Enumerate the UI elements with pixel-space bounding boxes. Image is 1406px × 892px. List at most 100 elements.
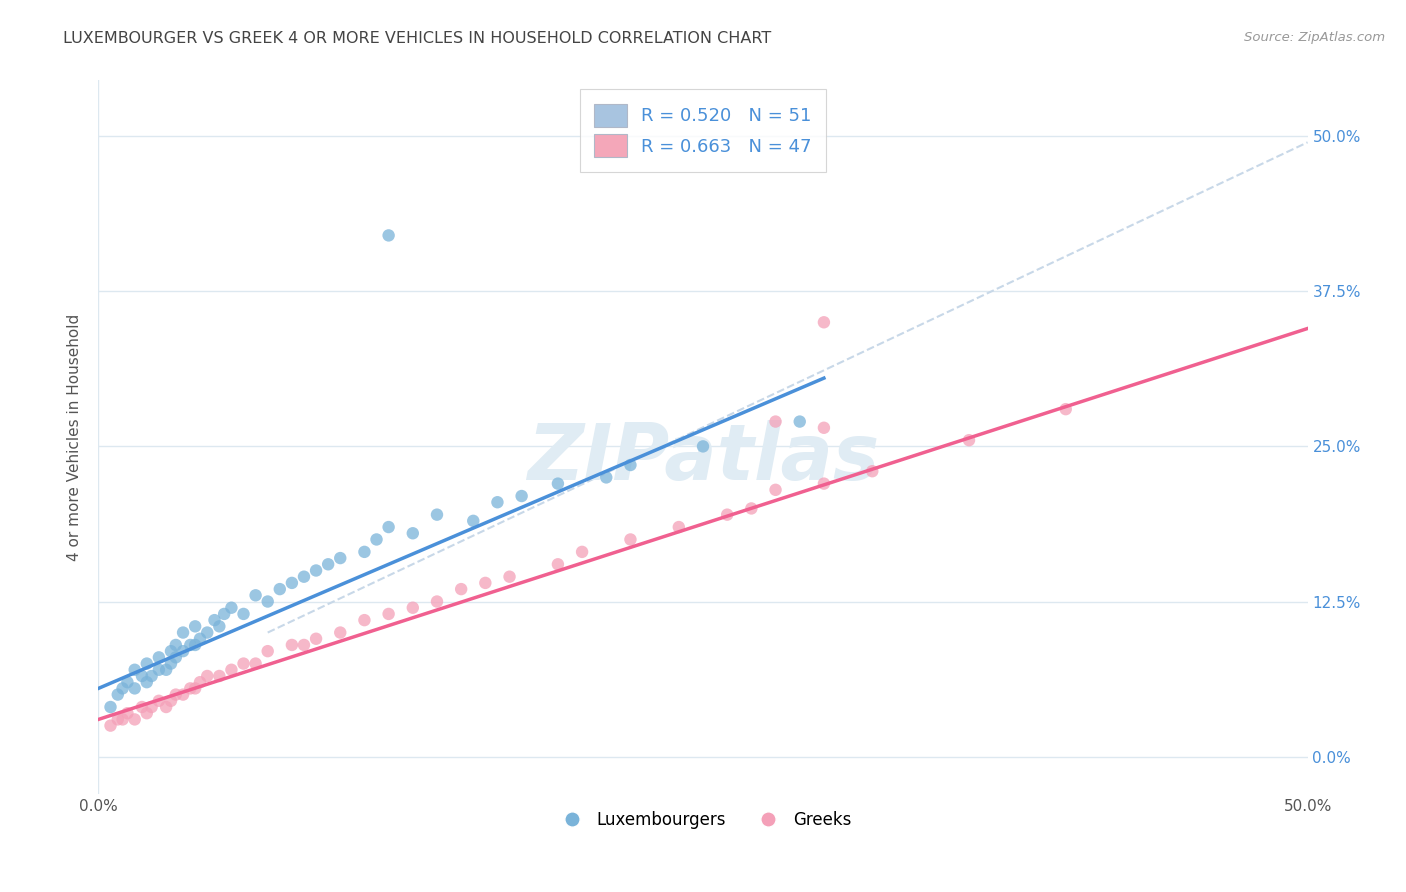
Point — [107, 688, 129, 702]
Point — [813, 315, 835, 329]
Point — [789, 415, 811, 429]
Point — [1054, 402, 1077, 417]
Point — [498, 570, 520, 584]
Point — [957, 433, 980, 447]
Text: ZIPatlas: ZIPatlas — [527, 420, 879, 497]
Point — [463, 514, 485, 528]
Point — [195, 669, 218, 683]
Point — [160, 657, 183, 671]
Point — [547, 558, 569, 572]
Point — [165, 638, 187, 652]
Point — [692, 439, 714, 453]
Point — [100, 718, 122, 732]
Point — [510, 489, 533, 503]
Point — [256, 644, 278, 658]
Point — [184, 681, 207, 696]
Point — [172, 625, 194, 640]
Point — [245, 657, 267, 671]
Point — [256, 594, 278, 608]
Point — [124, 663, 146, 677]
Point — [111, 681, 134, 696]
Point — [148, 694, 170, 708]
Point — [281, 575, 304, 590]
Point — [188, 675, 211, 690]
Point — [148, 663, 170, 677]
Point — [131, 700, 153, 714]
Point — [402, 526, 425, 541]
Point — [547, 476, 569, 491]
Point — [245, 588, 267, 602]
Y-axis label: 4 or more Vehicles in Household: 4 or more Vehicles in Household — [67, 313, 83, 561]
Point — [160, 694, 183, 708]
Point — [474, 575, 496, 590]
Point — [172, 688, 194, 702]
Point — [221, 663, 243, 677]
Point — [232, 607, 254, 621]
Point — [135, 675, 157, 690]
Point — [141, 700, 163, 714]
Point — [184, 638, 207, 652]
Point — [619, 458, 641, 472]
Point — [329, 551, 352, 566]
Point — [221, 600, 243, 615]
Point — [188, 632, 211, 646]
Point — [148, 650, 170, 665]
Point — [305, 564, 328, 578]
Point — [172, 644, 194, 658]
Point — [353, 613, 375, 627]
Point — [486, 495, 509, 509]
Point — [292, 638, 315, 652]
Point — [353, 545, 375, 559]
Text: Source: ZipAtlas.com: Source: ZipAtlas.com — [1244, 31, 1385, 45]
Point — [100, 700, 122, 714]
Point — [124, 681, 146, 696]
Point — [316, 558, 339, 572]
Point — [141, 669, 163, 683]
Point — [571, 545, 593, 559]
Point — [595, 470, 617, 484]
Point — [716, 508, 738, 522]
Point — [813, 421, 835, 435]
Point — [204, 613, 226, 627]
Point — [179, 681, 201, 696]
Point — [165, 650, 187, 665]
Point — [450, 582, 472, 596]
Point — [165, 688, 187, 702]
Point — [426, 594, 449, 608]
Point — [426, 508, 449, 522]
Point — [208, 669, 231, 683]
Point — [329, 625, 352, 640]
Point — [377, 607, 399, 621]
Text: LUXEMBOURGER VS GREEK 4 OR MORE VEHICLES IN HOUSEHOLD CORRELATION CHART: LUXEMBOURGER VS GREEK 4 OR MORE VEHICLES… — [63, 31, 772, 46]
Point — [131, 669, 153, 683]
Point — [860, 464, 883, 478]
Point — [269, 582, 291, 596]
Point — [813, 476, 835, 491]
Point — [212, 607, 235, 621]
Point — [107, 713, 129, 727]
Point — [117, 675, 139, 690]
Point — [232, 657, 254, 671]
Point — [668, 520, 690, 534]
Point — [124, 713, 146, 727]
Point — [195, 625, 218, 640]
Point — [208, 619, 231, 633]
Point — [366, 533, 388, 547]
Point — [155, 700, 177, 714]
Legend: Luxembourgers, Greeks: Luxembourgers, Greeks — [548, 805, 858, 836]
Point — [179, 638, 201, 652]
Point — [765, 483, 787, 497]
Point — [292, 570, 315, 584]
Point — [160, 644, 183, 658]
Point — [135, 706, 157, 721]
Point — [619, 533, 641, 547]
Point — [135, 657, 157, 671]
Point — [740, 501, 762, 516]
Point — [281, 638, 304, 652]
Point — [765, 415, 787, 429]
Point — [377, 520, 399, 534]
Point — [111, 713, 134, 727]
Point — [184, 619, 207, 633]
Point — [402, 600, 425, 615]
Point — [305, 632, 328, 646]
